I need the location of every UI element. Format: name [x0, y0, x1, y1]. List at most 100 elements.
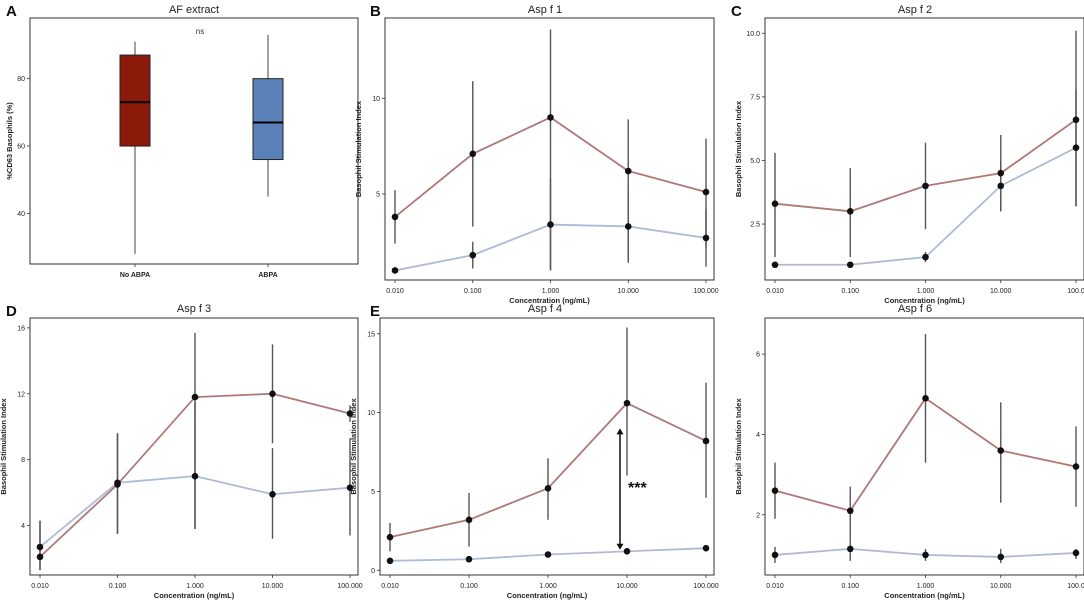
data-point-abpa: [624, 167, 632, 175]
data-point-abpa: [36, 553, 44, 561]
x-tick-label: 10.000: [262, 583, 284, 590]
x-tick-label: 100.000: [337, 583, 362, 590]
plot-frame: [384, 17, 715, 281]
y-axis-label: Basophil Stimulation Index: [734, 100, 743, 197]
panel-a: A AF extract 40 60 80 %CD63 Basophils (%) No A…: [5, 3, 359, 279]
data-point-no-abpa: [1072, 144, 1080, 152]
x-tick-label: 100.0: [1067, 583, 1084, 590]
panel-title: Asp f 1: [528, 4, 562, 16]
x-tick-label: 0.100: [464, 288, 482, 295]
y-tick-label: 60: [17, 144, 25, 151]
arrowhead-down-icon: [616, 543, 624, 550]
data-point-no-abpa: [997, 182, 1005, 190]
data-point-no-abpa: [544, 551, 552, 558]
data-point-no-abpa: [465, 555, 473, 563]
x-tick-label: ABPA: [258, 272, 277, 279]
data-point-abpa: [702, 188, 710, 196]
data-point-no-abpa: [36, 543, 44, 551]
x-tick-label: 0.100: [841, 288, 859, 295]
y-tick-label: 10: [367, 410, 375, 417]
x-tick-label: 0.010: [386, 288, 404, 295]
x-tick-label: 100.0: [1067, 288, 1084, 295]
y-tick-label: 15: [367, 331, 375, 338]
data-point-no-abpa: [386, 557, 394, 565]
x-axis-label: Concentration (ng/mL): [507, 591, 588, 600]
x-tick-label: 0.010: [31, 583, 49, 590]
data-point-no-abpa: [771, 551, 779, 559]
y-tick-label: 10: [372, 96, 380, 103]
x-tick-label: 1.000: [542, 288, 560, 295]
data-point-abpa: [771, 200, 779, 207]
panel-title: Asp f 3: [177, 303, 211, 315]
y-tick-label: 5: [376, 191, 380, 198]
data-point-abpa: [997, 447, 1005, 454]
x-tick-label: 0.100: [109, 583, 127, 590]
panel-title: Asp f 2: [898, 4, 932, 16]
data-point-no-abpa: [846, 545, 854, 553]
y-axis-label: Basophil Stimulation Index: [0, 398, 8, 495]
data-point-abpa: [114, 481, 121, 488]
x-tick-label: 10.000: [990, 288, 1012, 295]
data-point-no-abpa: [391, 267, 399, 274]
data-point-abpa: [771, 487, 779, 494]
x-tick-label: 10.000: [618, 288, 640, 295]
y-axis-label: Basophil Stimulation Index: [354, 100, 363, 197]
y-tick-label: 6: [756, 352, 760, 359]
data-point-abpa: [922, 182, 929, 190]
data-point-no-abpa: [997, 553, 1005, 561]
data-point-abpa: [623, 399, 631, 407]
data-point-abpa: [269, 390, 276, 398]
data-point-no-abpa: [702, 544, 710, 552]
x-axis-label: Concentration (ng/mL): [509, 296, 590, 305]
x-tick-label: 1.000: [186, 583, 204, 590]
data-point-no-abpa: [469, 251, 477, 259]
panel-label: E: [370, 303, 380, 320]
data-point-abpa: [702, 437, 710, 445]
y-axis-label: Basophil Stimulation Index: [734, 398, 743, 495]
y-tick-label: 5: [371, 489, 375, 496]
y-tick-label: 40: [17, 211, 25, 218]
data-point-abpa: [391, 213, 399, 221]
y-tick-label: 12: [17, 391, 25, 398]
y-tick-label: 2.5: [750, 222, 760, 229]
panel-d: D Asp f 3 4 8 12 16 Basophil Stimulation Index…: [0, 303, 363, 600]
y-tick-label: 4: [21, 523, 25, 530]
panel-b: B Asp f 1 5 10 Basophil Stimulation Index 0.0…: [354, 3, 719, 305]
data-point-no-abpa: [702, 234, 710, 242]
y-axis-label: %CD63 Basophils (%): [5, 102, 14, 180]
data-point-abpa: [997, 169, 1005, 177]
y-tick-label: 4: [756, 432, 760, 439]
x-tick-label: 0.010: [766, 583, 784, 590]
x-tick-label: 10.000: [990, 583, 1012, 590]
panel-c: C Asp f 2 2.5 5.0 7.5 10.0 Basophil Stimulatio…: [731, 3, 1084, 305]
data-point-abpa: [191, 393, 199, 401]
significance-ns: ns: [196, 27, 204, 36]
data-point-abpa: [346, 410, 354, 417]
plot-frame: [764, 317, 1084, 576]
y-tick-label: 7.5: [750, 94, 760, 101]
box-no-abpa: [119, 54, 151, 147]
x-axis-label: Concentration (ng/mL): [154, 591, 235, 600]
data-point-abpa: [1072, 116, 1080, 124]
x-tick-label: 1.000: [917, 288, 935, 295]
x-tick-label: 0.010: [381, 583, 399, 590]
data-point-no-abpa: [846, 261, 854, 269]
data-point-abpa: [469, 150, 477, 158]
x-tick-label: 0.010: [766, 288, 784, 295]
y-tick-label: 0: [371, 568, 375, 575]
y-axis-label: Basophil Stimulation Index: [349, 398, 358, 495]
plot-frame: [29, 17, 359, 265]
panel-e: E Asp f 4 0 5 10 15 Basophil Stimulation Index…: [349, 303, 719, 600]
x-tick-label: 100.000: [693, 288, 718, 295]
data-point-no-abpa: [922, 253, 929, 261]
x-tick-label: 0.100: [460, 583, 478, 590]
panel-title: AF extract: [169, 4, 219, 16]
data-point-no-abpa: [1072, 549, 1080, 557]
x-axis-label: Concentration (ng/mL): [884, 591, 965, 600]
x-tick-label: 0.100: [841, 583, 859, 590]
panel-title: Asp f 6: [898, 303, 932, 315]
panel-label: D: [6, 303, 17, 320]
panel-label: A: [6, 3, 17, 20]
y-tick-label: 80: [17, 76, 25, 83]
